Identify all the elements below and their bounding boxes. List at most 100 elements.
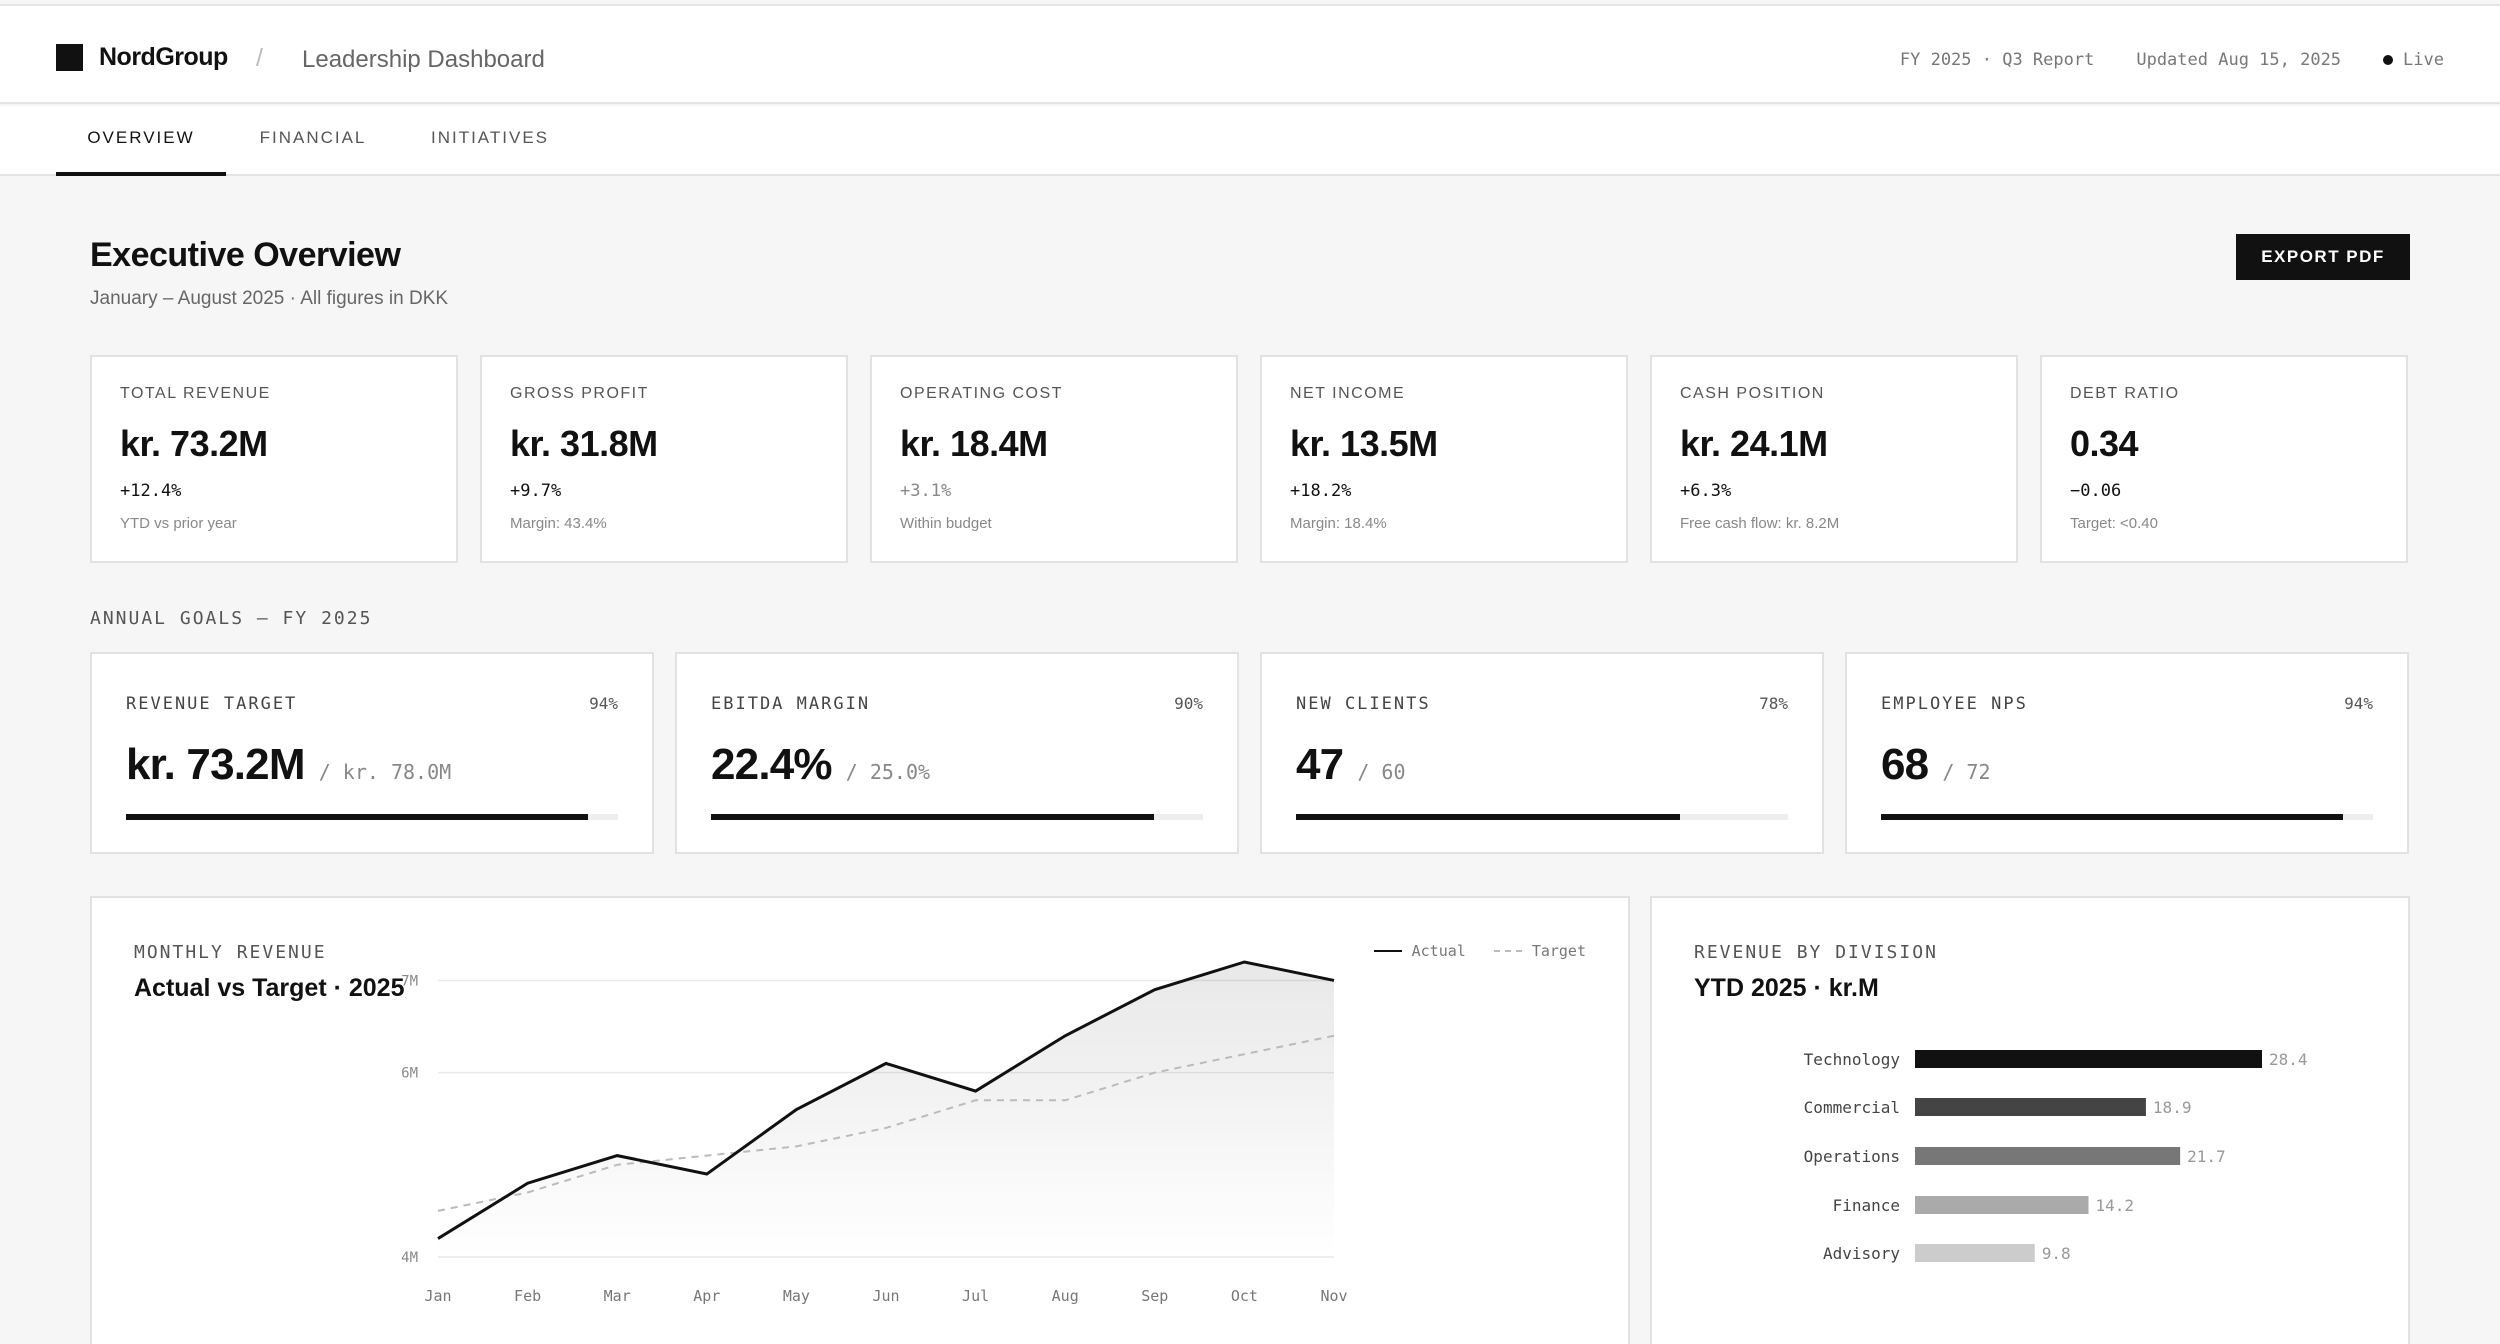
goal-target: / 60 xyxy=(1357,760,1406,784)
legend-actual: Actual xyxy=(1373,942,1466,960)
breadcrumb-page: Leadership Dashboard xyxy=(302,46,545,73)
kpi-card-cash-position: CASH POSITION kr. 24.1M +6.3% Free cash … xyxy=(1650,355,2018,563)
actual-area xyxy=(438,962,1334,1257)
kpi-delta: +6.3% xyxy=(1680,481,1732,501)
bar-category-label: Finance xyxy=(1833,1196,1900,1215)
x-tick-label: Mar xyxy=(604,1287,631,1305)
kpi-delta: +18.2% xyxy=(1290,481,1352,501)
live-indicator: Live xyxy=(2383,50,2444,70)
kpi-value: kr. 31.8M xyxy=(510,423,658,464)
bar-value-label: 14.2 xyxy=(2096,1196,2135,1215)
kpi-note: Margin: 18.4% xyxy=(1290,515,1387,532)
goal-progress-fill xyxy=(126,814,589,820)
header-meta: FY 2025 · Q3 Report Updated Aug 15, 2025… xyxy=(1858,50,2444,70)
goal-label: NEW CLIENTS xyxy=(1296,694,1431,714)
kpi-delta: +12.4% xyxy=(120,481,182,501)
x-tick-label: Nov xyxy=(1320,1287,1347,1305)
goal-value: 47 / 60 xyxy=(1296,740,1406,790)
bar-category-label: Commercial xyxy=(1804,1098,1900,1117)
goal-current: 68 xyxy=(1881,740,1929,789)
y-tick-label: 7M xyxy=(401,973,418,989)
kpi-note: Within budget xyxy=(900,515,992,532)
legend-target-swatch xyxy=(1493,950,1522,952)
goal-current: kr. 73.2M xyxy=(126,740,306,789)
kpi-label: GROSS PROFIT xyxy=(510,385,649,402)
kpi-note: YTD vs prior year xyxy=(120,515,237,532)
tab-overview[interactable]: OVERVIEW xyxy=(56,106,226,176)
goal-percent: 94% xyxy=(589,694,618,713)
chart-title: Actual vs Target · 2025 xyxy=(134,974,405,1002)
goal-value: kr. 73.2M / kr. 78.0M xyxy=(126,740,451,790)
bar-category-label: Operations xyxy=(1804,1147,1900,1166)
goal-target: / 72 xyxy=(1942,760,1991,784)
chart-title: YTD 2025 · kr.M xyxy=(1694,974,1879,1002)
kpi-note: Target: <0.40 xyxy=(2070,515,2158,532)
monthly-revenue-line-chart: 4M 6M 7M Jan Feb Mar Apr May Jun Jul Aug Sep Oct Nov xyxy=(401,960,1348,1305)
division-bar-chart: Technology 28.4 Commercial 18.9 Operations 21… xyxy=(1804,1050,2308,1263)
kpi-value: 0.34 xyxy=(2070,423,2139,464)
live-label: Live xyxy=(2403,50,2444,70)
goal-current: 47 xyxy=(1296,740,1344,789)
bar xyxy=(1915,1098,2146,1116)
tab-initiatives[interactable]: INITIATIVES xyxy=(430,128,550,147)
goal-value: 68 / 72 xyxy=(1881,740,1991,790)
goal-label: EMPLOYEE NPS xyxy=(1881,694,2028,714)
kpi-note: Free cash flow: kr. 8.2M xyxy=(1680,515,1840,532)
goal-card-revenue-target: REVENUE TARGET 94% kr. 73.2M / kr. 78.0M xyxy=(90,652,654,854)
export-pdf-button[interactable]: EXPORT PDF xyxy=(2236,234,2410,280)
goal-progress-track xyxy=(711,814,1203,820)
kpi-card-debt-ratio: DEBT RATIO 0.34 −0.06 Target: <0.40 xyxy=(2040,355,2408,563)
page-title: Executive Overview xyxy=(90,236,401,274)
goal-progress-fill xyxy=(1881,814,2344,820)
tab-financial[interactable]: FINANCIAL xyxy=(259,128,367,147)
kpi-delta: +3.1% xyxy=(900,481,952,501)
legend-actual-swatch xyxy=(1373,950,1402,952)
kpi-card-net-income: NET INCOME kr. 13.5M +18.2% Margin: 18.4… xyxy=(1260,355,1628,563)
x-tick-label: Jun xyxy=(872,1287,899,1305)
bar xyxy=(1915,1196,2089,1214)
monthly-revenue-card: MONTHLY REVENUE Actual vs Target · 2025 … xyxy=(90,896,1630,1344)
kpi-value: kr. 73.2M xyxy=(120,423,268,464)
chart-eyebrow: MONTHLY REVENUE xyxy=(134,942,327,963)
goal-progress-fill xyxy=(711,814,1154,820)
bar-value-label: 18.9 xyxy=(2153,1098,2192,1117)
bar-value-label: 21.7 xyxy=(2187,1147,2226,1166)
bar-value-label: 28.4 xyxy=(2269,1050,2308,1069)
legend-target: Target xyxy=(1493,942,1586,960)
goal-label: REVENUE TARGET xyxy=(126,694,298,714)
kpi-note: Margin: 43.4% xyxy=(510,515,607,532)
kpi-card-operating-cost: OPERATING COST kr. 18.4M +3.1% Within bu… xyxy=(870,355,1238,563)
kpi-label: OPERATING COST xyxy=(900,385,1063,402)
kpi-label: CASH POSITION xyxy=(1680,385,1825,402)
goal-percent: 90% xyxy=(1174,694,1203,713)
x-tick-label: May xyxy=(783,1287,810,1305)
bar xyxy=(1915,1147,2181,1165)
goal-percent: 78% xyxy=(1759,694,1788,713)
chart-legend: Actual Target xyxy=(1346,942,1586,960)
live-dot-icon xyxy=(2383,55,2394,65)
goal-card-new-clients: NEW CLIENTS 78% 47 / 60 xyxy=(1260,652,1824,854)
kpi-delta: +9.7% xyxy=(510,481,562,501)
target-series-line xyxy=(437,1034,1335,1212)
tab-bar: OVERVIEW FINANCIAL INITIATIVES xyxy=(0,106,2500,176)
kpi-value: kr. 24.1M xyxy=(1680,423,1828,464)
goal-card-ebitda-margin: EBITDA MARGIN 90% 22.4% / 25.0% xyxy=(675,652,1239,854)
bar xyxy=(1915,1244,2035,1262)
kpi-label: DEBT RATIO xyxy=(2070,385,2180,402)
goal-progress-track xyxy=(126,814,618,820)
y-tick-label: 4M xyxy=(401,1250,418,1266)
goal-progress-track xyxy=(1296,814,1788,820)
x-tick-label: Jul xyxy=(962,1287,989,1305)
bar-category-label: Advisory xyxy=(1823,1244,1900,1263)
x-tick-label: Feb xyxy=(514,1287,541,1305)
brand[interactable]: NordGroup xyxy=(56,43,228,72)
goal-target: / kr. 78.0M xyxy=(318,760,452,784)
goal-percent: 94% xyxy=(2344,694,2373,713)
kpi-card-total-revenue: TOTAL REVENUE kr. 73.2M +12.4% YTD vs pr… xyxy=(90,355,458,563)
goal-target: / 25.0% xyxy=(845,760,931,784)
chart-eyebrow: REVENUE BY DIVISION xyxy=(1694,942,1938,963)
kpi-card-gross-profit: GROSS PROFIT kr. 31.8M +9.7% Margin: 43.… xyxy=(480,355,848,563)
bar xyxy=(1915,1050,2262,1068)
actual-series-line xyxy=(437,960,1335,1240)
goal-progress-track xyxy=(1881,814,2373,820)
